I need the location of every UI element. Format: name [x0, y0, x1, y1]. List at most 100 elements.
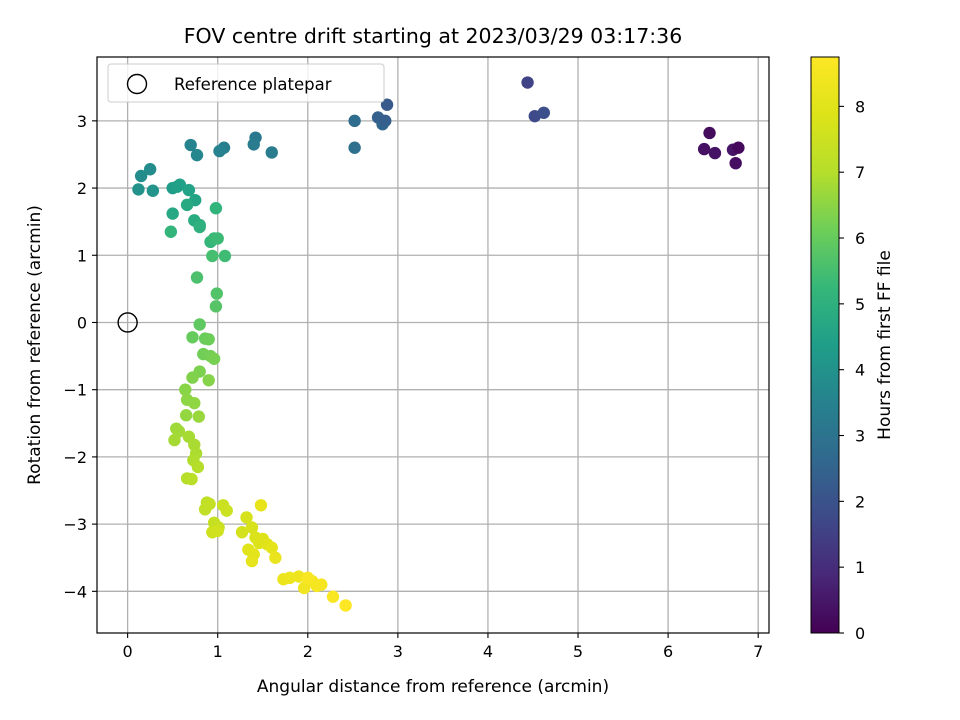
data-point	[326, 590, 340, 603]
data-point	[339, 599, 352, 612]
y-tick-label: −4	[63, 582, 87, 601]
y-tick-label: −2	[63, 448, 87, 467]
data-point	[537, 106, 550, 119]
data-point	[218, 249, 232, 263]
colorbar-ticks: 0 1 2 3 4 5 6 7 8	[839, 97, 865, 643]
x-tick-label: 5	[573, 642, 583, 661]
data-point	[708, 146, 722, 160]
legend-marker-reference	[126, 73, 148, 95]
data-point	[269, 551, 282, 564]
data-point	[206, 249, 219, 263]
legend: Reference platepar	[107, 63, 385, 103]
data-point	[315, 578, 328, 591]
data-point	[210, 287, 224, 300]
x-tick-label: 3	[393, 642, 403, 661]
data-point	[202, 374, 215, 387]
data-point	[188, 396, 201, 410]
x-tick-label: 4	[483, 642, 493, 661]
data-point	[179, 383, 192, 396]
colorbar-label: Hours from first FF file	[875, 250, 895, 440]
y-tick-label: 3	[77, 112, 87, 131]
colorbar-tick-label: 7	[855, 163, 865, 182]
data-point	[265, 541, 278, 554]
plot-frame	[96, 56, 770, 634]
y-tick-label: 2	[77, 179, 87, 198]
data-point	[265, 146, 278, 159]
colorbar: 0 1 2 3 4 5 6 7 8 Hours from first FF file	[810, 56, 895, 643]
data-point	[134, 169, 148, 183]
data-point	[732, 141, 745, 154]
data-point	[180, 198, 194, 212]
colorbar-tick-label: 5	[855, 295, 865, 314]
data-point	[348, 114, 361, 128]
legend-box	[107, 63, 385, 103]
colorbar-tick-label: 4	[855, 361, 865, 380]
grid-lines	[97, 57, 769, 633]
data-point	[207, 352, 221, 365]
data-point	[209, 300, 223, 313]
data-point	[729, 156, 742, 170]
data-point	[182, 183, 196, 197]
data-point	[193, 220, 206, 234]
colorbar-tick-label: 6	[855, 229, 865, 248]
data-point	[254, 499, 268, 512]
data-point	[697, 142, 711, 156]
colorbar-tick-label: 8	[855, 97, 865, 116]
data-point	[245, 554, 259, 568]
data-point	[132, 183, 145, 196]
data-point	[186, 371, 199, 384]
x-tick-label: 2	[303, 642, 313, 661]
reference-point-group	[117, 312, 138, 333]
y-tick-label: −1	[63, 381, 87, 400]
data-point	[184, 138, 197, 152]
data-point	[202, 333, 215, 346]
data-point	[240, 511, 253, 524]
data-point	[211, 232, 224, 245]
data-point	[235, 525, 249, 539]
colorbar-tick-label: 2	[855, 492, 865, 511]
data-point	[379, 114, 392, 128]
data-point	[191, 460, 205, 474]
data-point	[168, 433, 181, 447]
x-axis-label: Angular distance from reference (arcmin)	[257, 677, 609, 697]
reference-platepar-marker	[117, 312, 138, 333]
x-tick-label: 7	[753, 642, 763, 661]
data-point	[203, 497, 216, 511]
colorbar-tick-label: 3	[855, 427, 865, 446]
data-point	[209, 202, 223, 215]
data-point	[521, 76, 534, 89]
data-point	[190, 148, 204, 162]
legend-label-reference: Reference platepar	[174, 75, 332, 94]
data-point	[170, 180, 184, 193]
data-points	[132, 76, 745, 612]
data-point	[220, 504, 233, 517]
data-point	[703, 126, 716, 140]
x-tick-label: 1	[213, 642, 223, 661]
colorbar-gradient	[810, 56, 840, 634]
x-tick-label: 6	[663, 642, 673, 661]
data-point	[213, 144, 226, 158]
y-axis-ticks: −4 −3 −2 −1 0 1 2 3	[63, 112, 97, 601]
data-point	[166, 207, 179, 220]
colorbar-tick-label: 1	[855, 558, 865, 577]
data-point	[186, 331, 199, 344]
plot-area: 0 1 2 3 4 5 6 7 −4 −3 −2 −1 0 1 2 3 Reference platepar	[63, 56, 770, 661]
data-point	[190, 271, 204, 284]
data-point	[193, 318, 206, 331]
data-point	[185, 472, 198, 486]
x-axis-ticks: 0 1 2 3 4 5 6 7	[123, 633, 763, 661]
data-point	[211, 524, 224, 538]
data-point	[164, 225, 178, 238]
colorbar-tick-label: 0	[855, 624, 865, 643]
data-point	[245, 521, 259, 534]
data-point	[348, 141, 361, 154]
data-point	[301, 571, 314, 585]
data-point	[143, 163, 157, 176]
x-tick-label: 0	[123, 642, 133, 661]
chart-title: FOV centre drift starting at 2023/03/29 …	[184, 24, 683, 48]
y-tick-label: 0	[77, 313, 87, 332]
y-axis-label: Rotation from reference (arcmin)	[25, 205, 45, 485]
data-point	[380, 98, 394, 111]
data-point	[247, 138, 260, 151]
